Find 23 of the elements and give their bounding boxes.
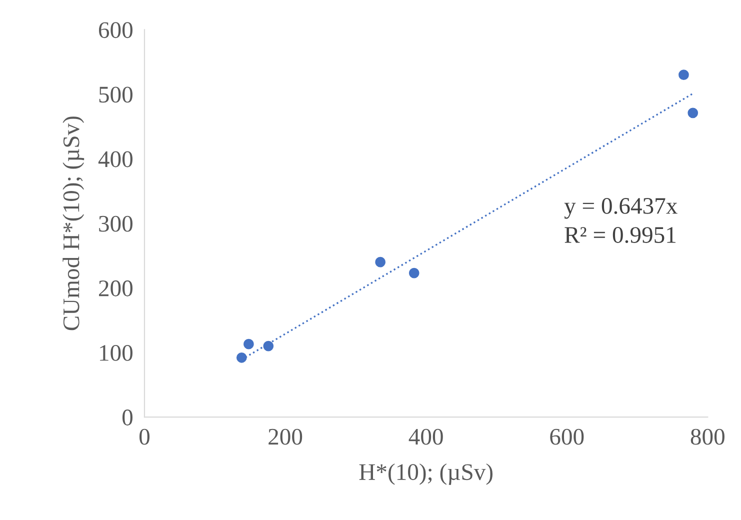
y-axis-title: CUmod H*(10); (µSv) — [62, 116, 84, 330]
point — [375, 256, 386, 268]
y-tick-label: 600 — [98, 22, 132, 38]
point — [236, 352, 247, 363]
y-tick-label: 300 — [99, 216, 132, 232]
x-tick-label: 0 — [139, 428, 150, 445]
x-tick-label: 400 — [408, 428, 443, 445]
y-tick-label: 200 — [99, 280, 132, 296]
point — [243, 338, 254, 350]
x-axis-title: H*(10); (µSv) — [359, 463, 492, 485]
y-tick-label: 100 — [100, 344, 132, 361]
point — [263, 340, 274, 352]
y-tick-label: 500 — [99, 86, 132, 103]
x-tick-label: 600 — [550, 428, 584, 445]
annotation: y = 0.6437x — [564, 198, 678, 219]
point — [678, 70, 689, 80]
y-tick-label: 400 — [98, 151, 132, 168]
y-tick-label: 0 — [122, 410, 132, 426]
point — [688, 108, 698, 118]
x-tick-label: 800 — [690, 428, 724, 445]
x-tick-label: 200 — [268, 428, 302, 445]
annotation: R² = 0.9951 — [564, 227, 676, 244]
point — [408, 268, 420, 278]
